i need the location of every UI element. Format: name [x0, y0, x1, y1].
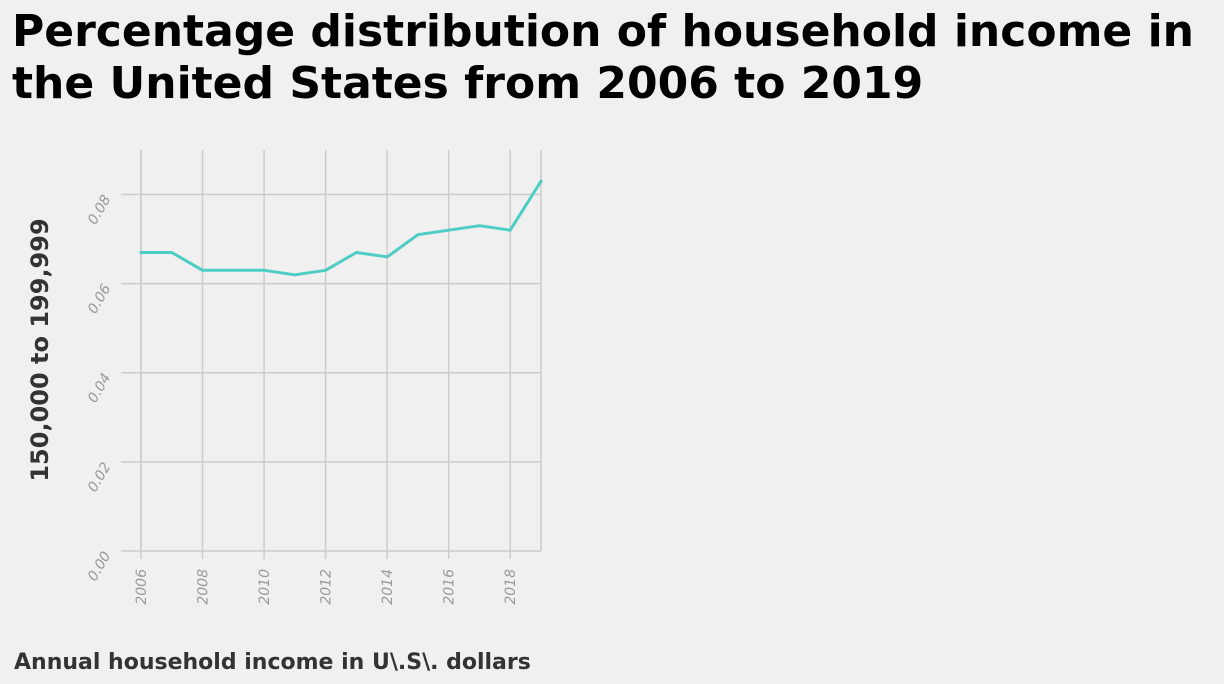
x-tick-label: 2016 [442, 569, 458, 605]
data-point [508, 228, 512, 232]
data-point [354, 251, 358, 254]
data-point [201, 268, 204, 272]
data-point [170, 251, 174, 254]
x-tick-label: 2018 [503, 569, 519, 605]
chart-title: Percentage distribution of household inc… [12, 6, 1194, 109]
data-point [385, 255, 389, 259]
y-tick-label: 0.08 [85, 192, 114, 227]
x-tick-labels: 2006 2008 2010 2012 2014 2016 2018 [134, 569, 519, 605]
data-point [324, 268, 328, 272]
y-tick-label: 0.06 [85, 282, 114, 317]
x-tick-label: 2008 [196, 569, 212, 605]
series-line [139, 179, 543, 277]
y-tick-label: 0.02 [85, 460, 114, 495]
data-point [139, 251, 143, 254]
x-axis-label: Annual household income in U\.S\. dollar… [14, 650, 531, 675]
data-point [262, 268, 266, 272]
grid-lines [121, 150, 542, 559]
y-tick-label: 0.00 [85, 549, 114, 584]
x-tick-label: 2012 [319, 569, 335, 605]
x-tick-label: 2014 [380, 569, 396, 605]
x-tick-label: 2010 [257, 569, 273, 605]
y-tick-label: 0.04 [85, 371, 114, 406]
series-layer [139, 179, 543, 277]
y-axis-label: 150,000 to 199,999 [26, 218, 54, 481]
y-tick-labels: 0.00 0.02 0.04 0.06 0.08 [85, 192, 114, 584]
data-point [539, 179, 543, 183]
data-point [293, 273, 297, 277]
data-point [478, 224, 481, 228]
data-point [447, 228, 451, 232]
data-point [231, 268, 235, 272]
data-point [416, 233, 420, 237]
x-tick-label: 2006 [134, 569, 150, 605]
